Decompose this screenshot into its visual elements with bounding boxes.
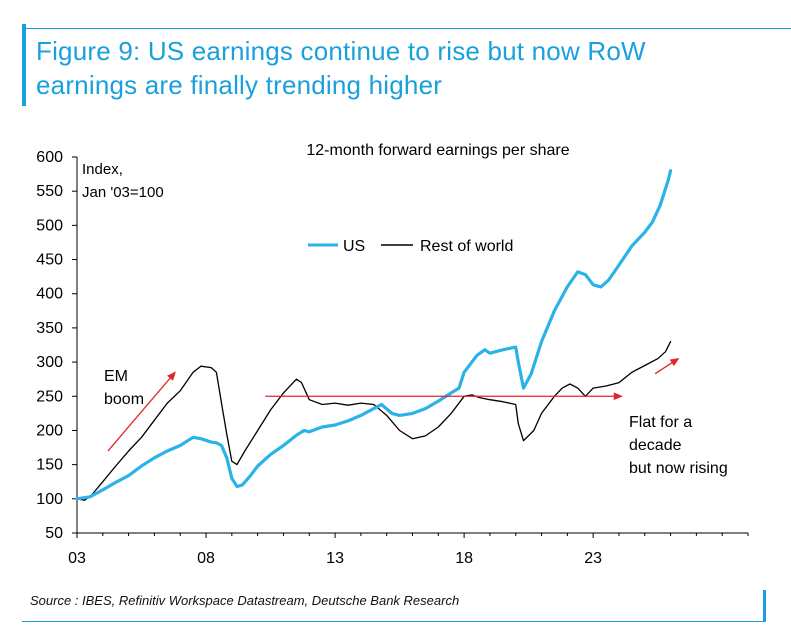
x-tick-label: 08: [197, 550, 215, 567]
y-tick-label: 100: [36, 491, 63, 508]
title-top-rule: [22, 28, 791, 29]
y-tick-label: 200: [36, 422, 63, 439]
title-accent-bar: [22, 24, 26, 106]
y-tick-label: 550: [36, 183, 63, 200]
y-tick-label: 300: [36, 354, 63, 371]
legend-row-label: Rest of world: [420, 238, 513, 255]
bottom-accent-bar: [763, 590, 766, 622]
x-tick-label: 13: [326, 550, 344, 567]
us-series-line: [75, 169, 673, 501]
annotation-boom: boom: [104, 391, 144, 408]
axes-layer: 50 100 150 200 250 300 350 400 450 500 550 600 03 08 1…: [36, 149, 749, 567]
y-tick-label: 150: [36, 457, 63, 474]
em-boom-arrow: [107, 371, 176, 452]
annotation-flat-for-a: Flat for a: [629, 414, 692, 431]
legend: US Rest of world: [308, 238, 513, 255]
y-axis-label-line-2: Jan '03=100: [82, 184, 164, 201]
y-tick-label: 350: [36, 320, 63, 337]
source-note: Source : IBES, Refinitiv Workspace Datas…: [30, 593, 460, 608]
chart-title: 12-month forward earnings per share: [306, 142, 569, 159]
figure-title-line-1: Figure 9: US earnings continue to rise b…: [36, 36, 646, 66]
figure-title-line-2: earnings are finally trending higher: [36, 70, 443, 100]
x-tick-label: 18: [455, 550, 473, 567]
now-rising-arrow: [654, 357, 680, 375]
x-tick-label: 03: [68, 550, 86, 567]
y-axis-label-line-1: Index,: [82, 161, 123, 178]
figure-title: Figure 9: US earnings continue to rise b…: [36, 34, 776, 102]
series-layer: [75, 169, 673, 501]
arrow-layer: [107, 357, 680, 452]
y-tick-label: 400: [36, 286, 63, 303]
annotation-but-now-rising: but now rising: [629, 460, 728, 477]
y-tick-label: 50: [45, 525, 63, 542]
x-tick-label: 23: [584, 550, 602, 567]
legend-us-label: US: [343, 238, 365, 255]
y-tick-label: 500: [36, 217, 63, 234]
bottom-rule: [22, 621, 765, 622]
rest-of-world-series-line: [76, 340, 672, 501]
annotation-decade: decade: [629, 437, 682, 454]
y-tick-label: 600: [36, 149, 63, 166]
annotation-em: EM: [104, 368, 128, 385]
y-tick-label: 450: [36, 252, 63, 269]
y-tick-label: 250: [36, 388, 63, 405]
